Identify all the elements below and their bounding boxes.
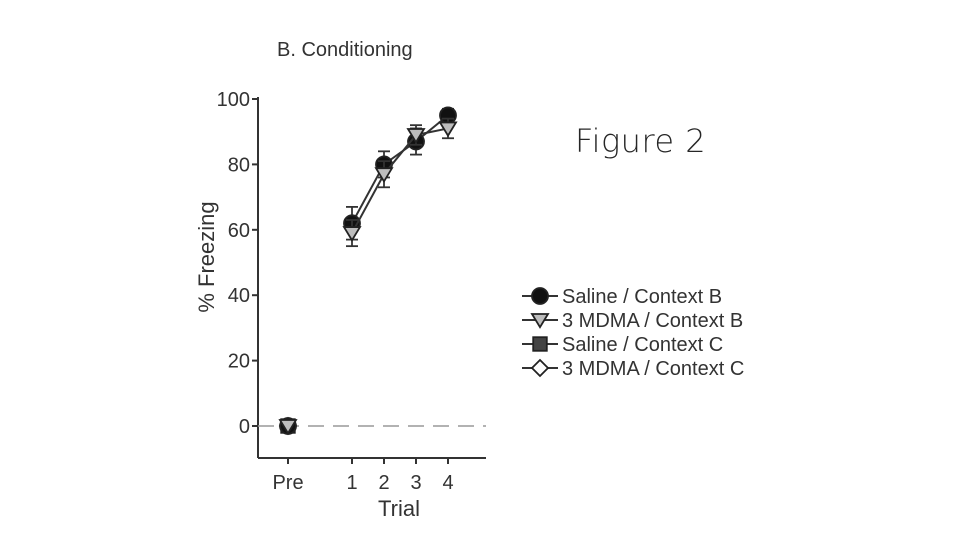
- y-tick-label: 0: [239, 416, 250, 438]
- legend-item: 3 MDMA / Context C: [522, 358, 744, 380]
- legend-marker: [530, 358, 550, 378]
- legend-item: 3 MDMA / Context B: [522, 310, 743, 332]
- x-tick-label: 2: [378, 472, 389, 494]
- x-tick-label: 3: [410, 472, 421, 494]
- data-point: [406, 128, 426, 144]
- legend-item: Saline / Context C: [522, 334, 723, 356]
- y-tick-label: 80: [228, 154, 250, 176]
- series-3-mdma-context-b: [278, 117, 458, 435]
- legend-marker: [532, 336, 548, 352]
- series-line: [351, 127, 449, 234]
- legend-label: 3 MDMA / Context B: [562, 310, 743, 332]
- y-tick-label: 100: [217, 89, 250, 111]
- y-axis-label: % Freezing: [194, 201, 219, 312]
- legend-marker: [530, 313, 550, 329]
- chart-title: B. Conditioning: [277, 39, 413, 61]
- legend-item: Saline / Context B: [522, 286, 722, 308]
- x-tick-label: Pre: [272, 472, 303, 494]
- x-tick-label: 4: [442, 472, 453, 494]
- data-point: [342, 226, 362, 243]
- x-axis-label: Trial: [378, 496, 420, 521]
- legend-label: Saline / Context C: [562, 334, 723, 356]
- x-tick-label: 1: [346, 472, 357, 494]
- data-point: [438, 121, 458, 138]
- y-tick-label: 60: [228, 220, 250, 242]
- slide-title: Figure 2: [575, 122, 707, 160]
- y-tick-label: 40: [228, 285, 250, 307]
- data-point: [278, 419, 298, 435]
- legend-label: Saline / Context B: [562, 286, 722, 308]
- series-line: [351, 114, 449, 224]
- y-tick-label: 20: [228, 351, 250, 373]
- legend-marker: [531, 287, 549, 305]
- legend-label: 3 MDMA / Context C: [562, 358, 744, 380]
- series-saline-context-b: [279, 106, 457, 435]
- data-point: [374, 167, 394, 184]
